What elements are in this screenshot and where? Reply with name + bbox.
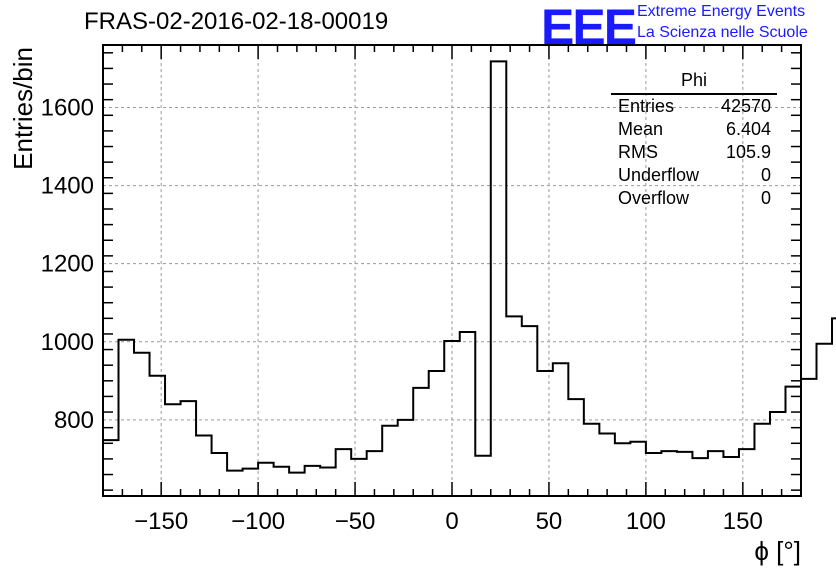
stats-box-title: Phi	[611, 70, 777, 95]
histogram-bin	[817, 344, 833, 496]
stats-label: RMS	[618, 142, 658, 162]
histogram-bin	[692, 458, 708, 496]
stats-row-overflow: Overflow 0	[611, 187, 777, 210]
histogram-bin	[801, 379, 817, 496]
stats-row-entries: Entries 42570	[611, 95, 777, 118]
histogram-bin	[661, 451, 677, 496]
stats-value: 6.404	[725, 119, 771, 139]
histogram-bin	[336, 449, 352, 496]
tick-labels: −150 −100 −50 0 50 100 150 800 1000 1200 1400 1600	[41, 94, 763, 535]
histogram-bin	[739, 449, 755, 496]
stats-label: Mean	[618, 119, 664, 139]
histogram-bin	[630, 442, 646, 496]
histogram-bin	[553, 363, 569, 496]
stats-label: Underflow	[618, 165, 700, 185]
y-tick-label: 1200	[41, 251, 94, 278]
x-tick-label: −50	[335, 508, 376, 535]
histogram-bin	[134, 353, 150, 496]
x-tick-label: −100	[231, 508, 285, 535]
stats-value: 0	[760, 165, 771, 185]
stats-label: Entries	[618, 96, 675, 116]
x-tick-label: −150	[134, 508, 188, 535]
chart-title: FRAS-02-2016-02-18-00019	[84, 8, 389, 35]
histogram-bin	[646, 453, 662, 496]
x-tick-label: 100	[626, 508, 666, 535]
histogram-bin	[754, 424, 770, 496]
histogram-bin	[150, 376, 166, 496]
histogram-bin	[506, 316, 522, 496]
stats-row-mean: Mean 6.404	[611, 118, 777, 141]
x-tick-label: 50	[536, 508, 563, 535]
logo-line-1: Extreme Energy Events	[637, 3, 806, 20]
histogram-bin	[274, 467, 290, 496]
histogram-bin	[475, 456, 491, 496]
histogram-bin	[785, 387, 801, 496]
histogram-bin	[181, 401, 197, 496]
stats-value: 105.9	[725, 142, 771, 162]
histogram-bin	[227, 471, 243, 496]
y-tick-label: 800	[54, 407, 94, 434]
stats-row-rms: RMS 105.9	[611, 141, 777, 164]
histogram-bin	[243, 469, 259, 496]
histogram-step-line	[103, 60, 836, 474]
histogram-bin	[305, 466, 321, 496]
histogram-bin	[584, 424, 600, 496]
x-tick-label: 150	[723, 508, 763, 535]
histogram-bin	[568, 399, 584, 496]
stats-value: 0	[760, 188, 771, 208]
x-axis-label: ϕ [°]	[754, 536, 801, 566]
histogram-bin	[491, 61, 507, 496]
histogram-bin	[615, 443, 631, 496]
histogram-bin	[599, 434, 615, 496]
histogram-bin	[258, 463, 274, 496]
histogram-bin	[429, 371, 445, 496]
y-tick-label: 1400	[41, 173, 94, 200]
histogram-bin	[832, 318, 836, 496]
histogram-bin	[320, 467, 336, 496]
histogram-bin	[413, 388, 429, 496]
histogram-bin	[770, 412, 786, 496]
histogram-bin	[103, 440, 119, 496]
y-tick-label: 1000	[41, 329, 94, 356]
stats-value: 42570	[720, 96, 771, 116]
y-tick-label: 1600	[41, 94, 94, 121]
stats-label: Overflow	[618, 188, 690, 208]
histogram-bin	[196, 435, 212, 496]
histogram-bin	[351, 459, 367, 496]
histogram-bin	[382, 426, 398, 496]
histogram-bin	[460, 332, 476, 496]
x-tick-label: 0	[445, 508, 458, 535]
axis-ticks	[102, 45, 802, 496]
y-axis-label: Entries/bin	[8, 47, 38, 170]
histogram-bin	[723, 457, 739, 496]
histogram-bin	[522, 326, 538, 496]
logo-line-2: La Scienza nelle Scuole	[637, 24, 808, 41]
stats-box: Phi Entries 42570 Mean 6.404 RMS 105.9 U…	[611, 70, 777, 210]
histogram-bin	[708, 451, 724, 496]
histogram-bin	[398, 420, 414, 496]
stats-row-underflow: Underflow 0	[611, 164, 777, 187]
histogram-bin	[165, 404, 181, 496]
histogram-bin	[119, 340, 135, 496]
eee-logo: EEE	[541, 0, 637, 55]
histogram-bin	[537, 371, 553, 496]
